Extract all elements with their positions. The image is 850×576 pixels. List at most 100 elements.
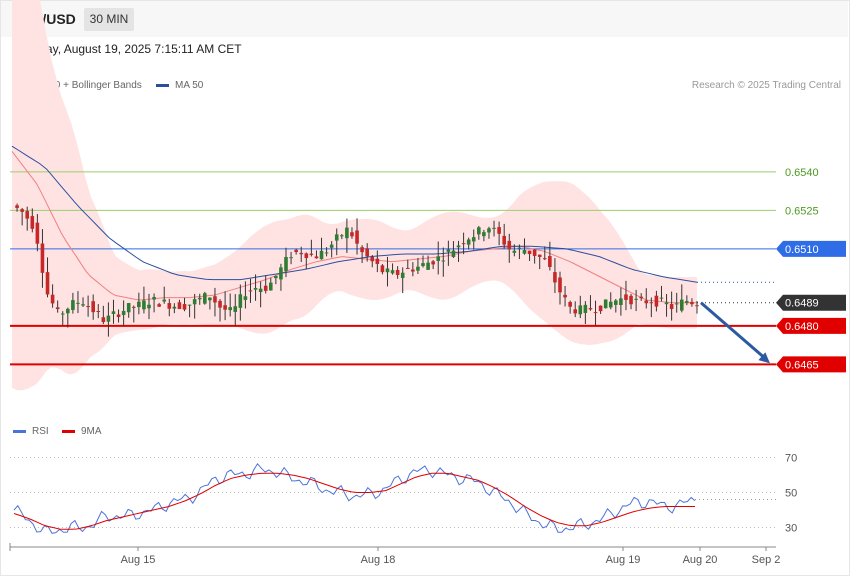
candle-body [162,299,167,302]
candle-body [568,302,572,307]
legend-swatch-rsi [13,430,26,433]
candle-body [431,261,435,265]
candle-body [603,299,608,309]
candle-body [45,272,50,295]
candle-body [441,260,446,262]
candle-body [659,297,664,299]
candle-body [553,272,557,283]
candle-body [487,228,491,233]
x-axis-tick-aug-18: Aug 18 [361,554,396,566]
candle-body [507,240,512,250]
candle-body [177,302,182,310]
legend-label-bollinger: MA 20 + Bollinger Bands [32,80,142,91]
candle-body [471,237,476,242]
candle-body [299,252,304,255]
candle-body [116,314,121,317]
candle-body [324,252,329,254]
candle-body [400,272,405,279]
candle-body [685,301,689,303]
legend-rsi: RSI [13,426,49,437]
candle-body [563,294,567,298]
legend-label-rsi: RSI [32,426,49,437]
legend-swatch-9ma [62,430,75,433]
candle-body [451,250,456,257]
candle-body [639,296,643,299]
legend-label-ma50: MA 50 [175,80,204,91]
candle-body [436,256,441,261]
candle-body [71,300,75,310]
candle-body [147,304,151,309]
candle-body [542,258,547,260]
rsi-series-9MA [13,472,695,530]
candle-body [258,288,263,293]
candle-body [477,227,481,235]
candle-body [20,209,24,212]
candle-body [583,304,588,313]
level-label-0.6480: 0.6480 [785,321,819,333]
candle-body [664,302,669,305]
candle-body [527,250,532,255]
candle-body [304,253,309,259]
candle-body [274,276,278,279]
level-tag-0.6510 [776,240,846,257]
rsi-tick-30: 30 [785,523,797,535]
x-axis-tick-sep-2: Sep 2 [752,554,781,566]
candle-body [345,227,349,239]
candle-body [268,282,273,291]
rsi-tick-50: 50 [785,488,797,500]
candle-body [411,269,415,272]
chart-datetime: Tuesday, August 19, 2025 7:15:11 AM CET [13,42,242,56]
candle-body [66,308,70,314]
candle-body [263,285,268,291]
legend-swatch-ma50 [156,84,169,87]
level-tag-0.6480 [776,317,846,334]
candle-body [380,265,385,273]
candle-body [223,305,227,310]
candle-body [405,267,410,269]
candle-body [375,258,380,264]
candle-body [598,305,603,312]
legend-ma50: MA 50 [156,80,203,91]
candle-body [35,222,40,244]
candle-body [91,301,95,313]
candle-body [340,235,344,237]
candle-body [81,304,85,306]
candle-body [55,307,60,310]
candle-body [588,308,593,310]
candle-body [279,267,283,280]
candle-body [492,227,496,229]
candle-body [548,256,552,267]
candle-body [197,297,202,300]
candle-body [126,303,131,313]
candle-body [172,306,177,309]
candle-body [370,256,375,262]
candle-body [218,300,222,308]
candle-body [329,244,334,248]
level-label-0.6510: 0.6510 [785,244,819,256]
candle-body [289,257,293,259]
candle-body [593,312,598,314]
candle-body [502,235,506,245]
candle-body [25,211,30,219]
rsi-series-RSI [13,462,696,534]
candle-body [578,305,583,315]
level-label-0.6540: 0.6540 [785,167,819,179]
candle-body [629,295,633,305]
x-axis-tick-aug-19: Aug 19 [606,554,641,566]
candle-body [360,247,364,253]
timeframe-chip[interactable]: 30 MIN [84,8,134,31]
level-label-0.6525: 0.6525 [785,205,819,217]
candle-body [644,300,649,304]
candle-body [137,301,141,308]
level-label-0.6489: 0.6489 [785,298,819,310]
candle-body [461,243,466,245]
candle-body [695,305,699,307]
research-credit: Research © 2025 Trading Central [691,80,841,91]
forecast-arrow-shaft [700,301,765,359]
candle-body [334,234,339,241]
candle-body [121,310,126,316]
candle-body [238,294,243,308]
ma20-line [11,150,697,304]
bollinger-band-fill [12,0,697,391]
